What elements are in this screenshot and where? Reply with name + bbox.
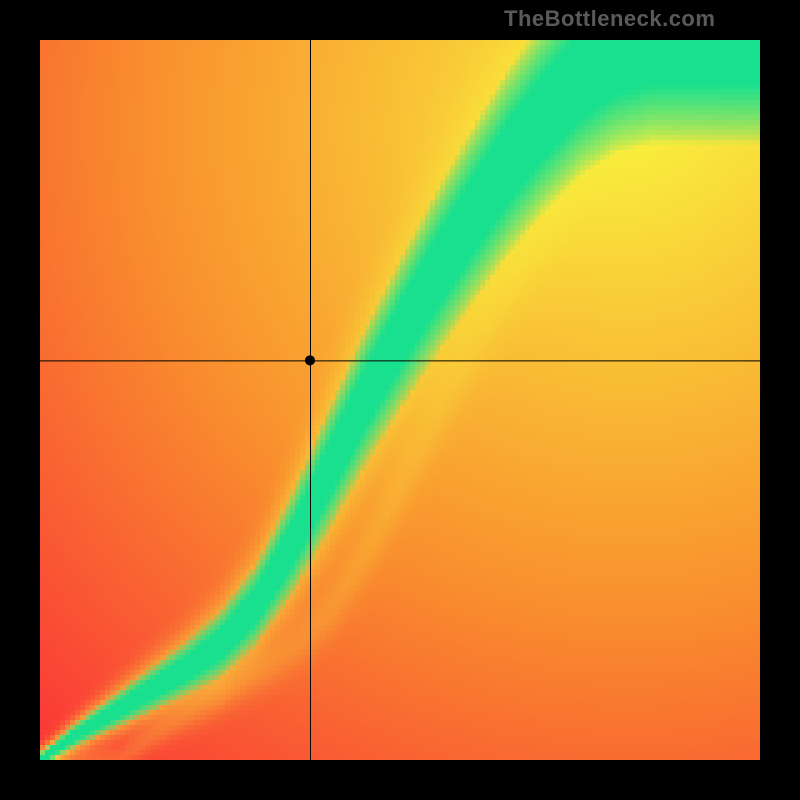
watermark-text: TheBottleneck.com	[504, 6, 715, 32]
bottleneck-heatmap	[40, 40, 760, 760]
